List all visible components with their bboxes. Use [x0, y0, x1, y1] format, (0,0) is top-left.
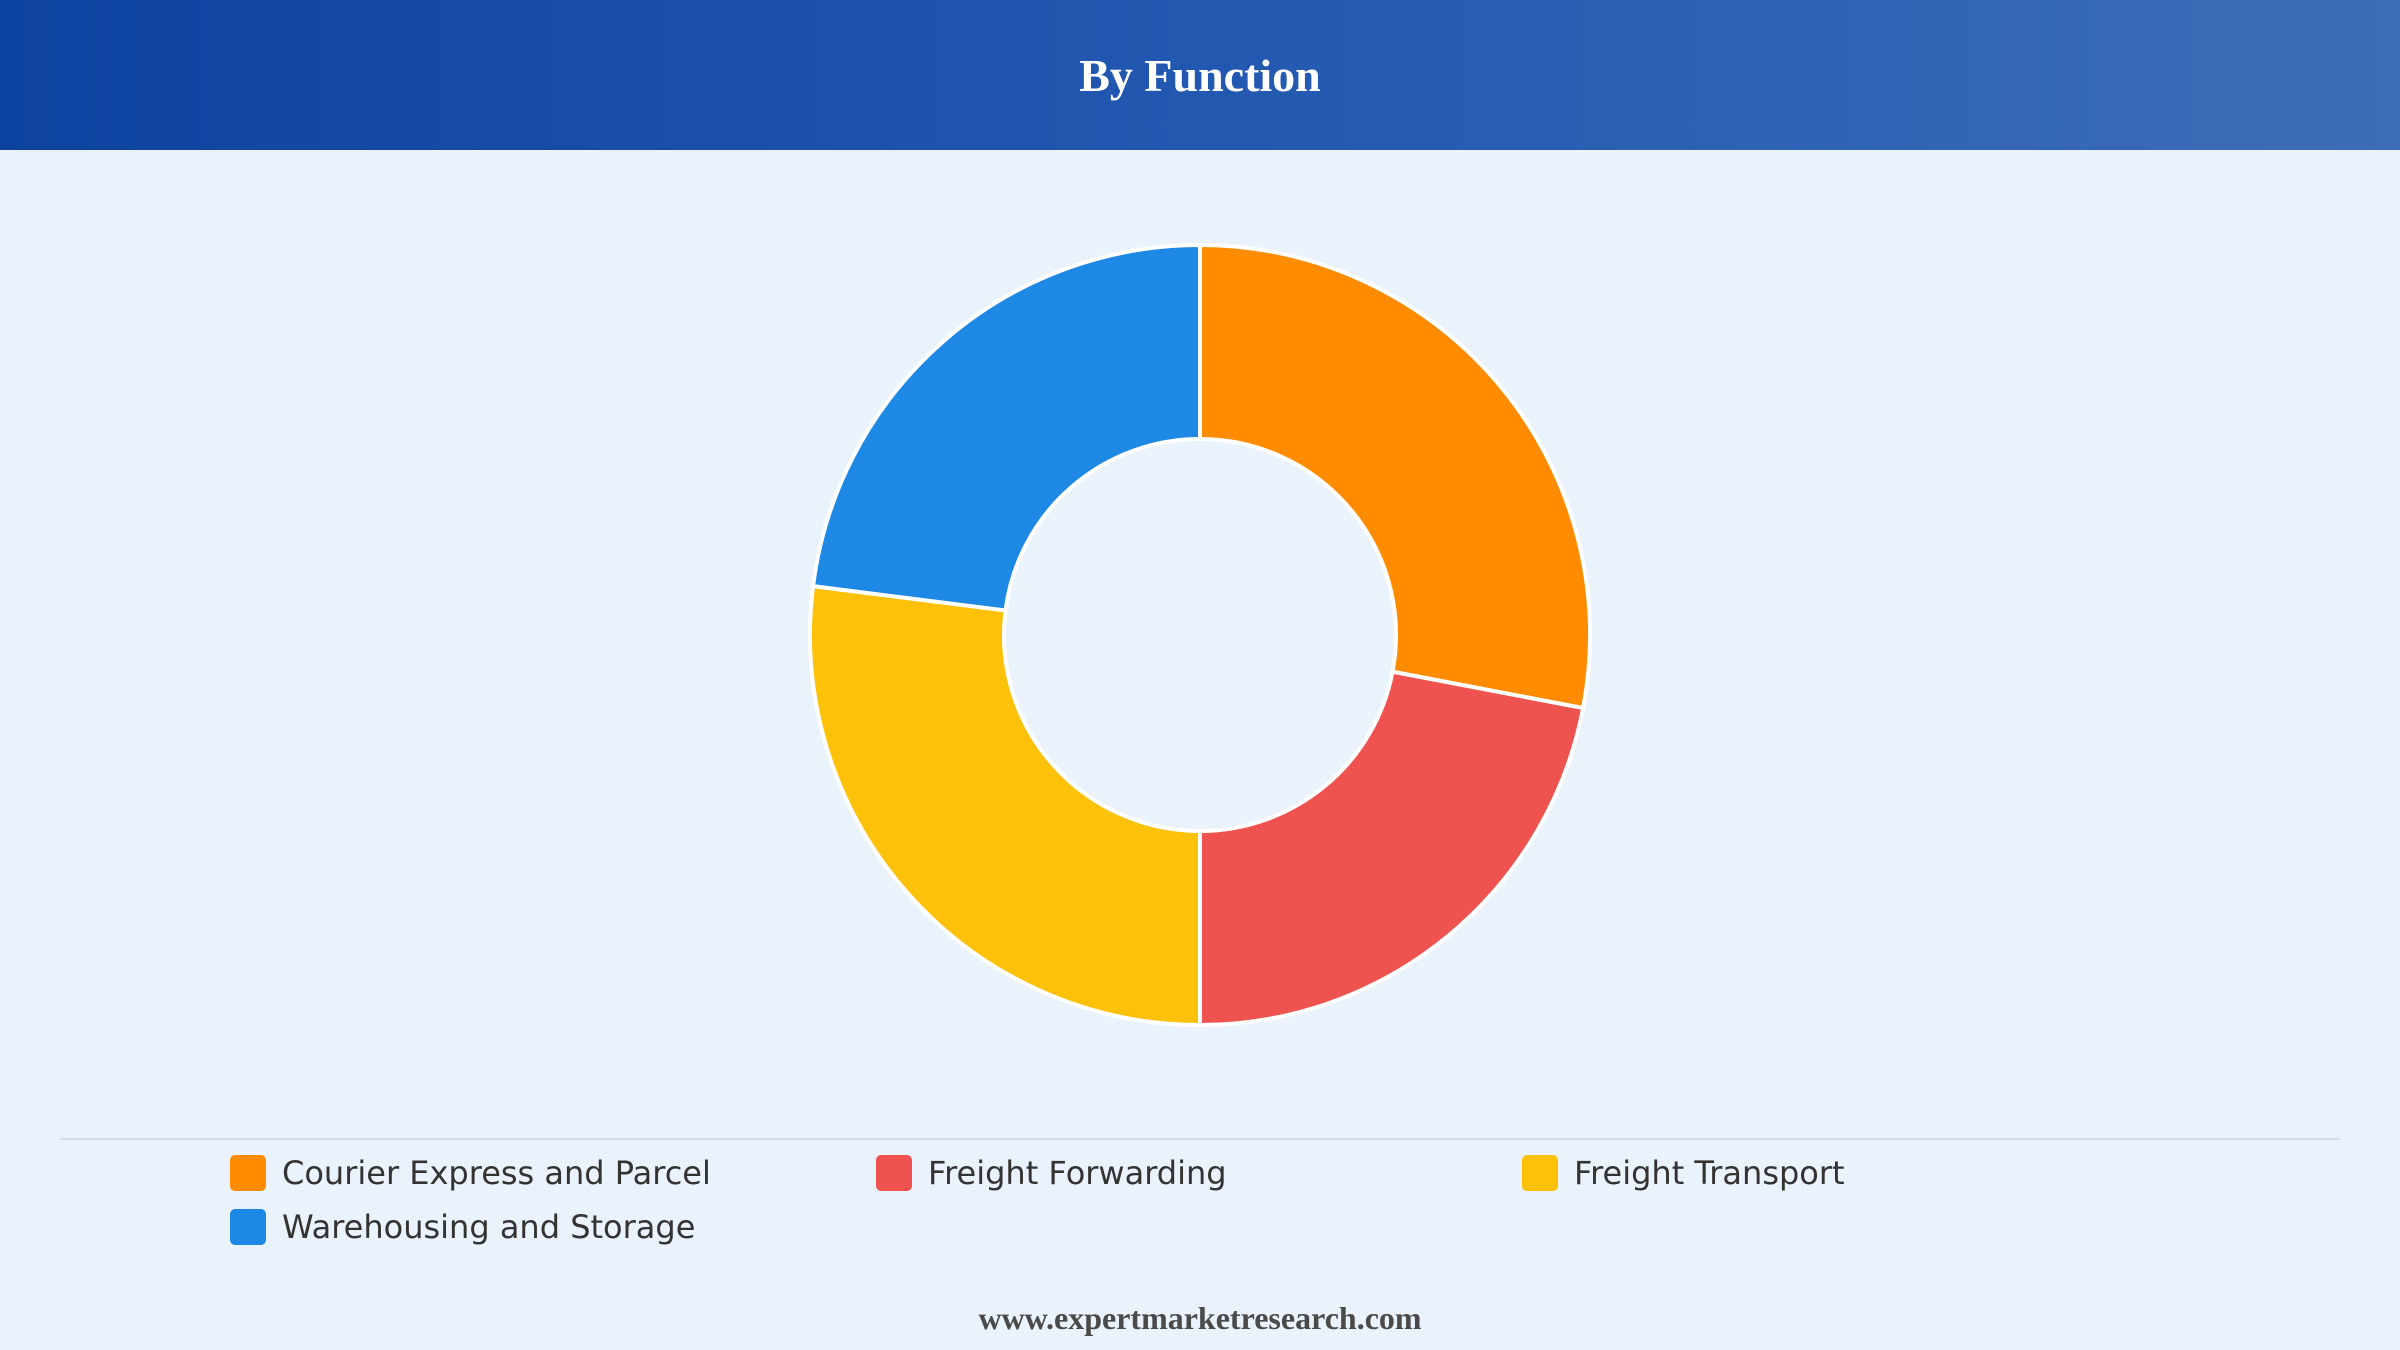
donut-slice-freight-transport[interactable] [808, 583, 1202, 1028]
legend: Courier Express and Parcel Freight Forwa… [230, 1154, 2180, 1246]
legend-divider [60, 1138, 2340, 1140]
donut-slice-warehousing-and-storage[interactable] [810, 242, 1202, 613]
donut-chart [808, 242, 1592, 1028]
legend-label: Freight Transport [1574, 1154, 1845, 1192]
legend-item[interactable]: Freight Forwarding [876, 1154, 1522, 1192]
legend-swatch [1522, 1155, 1558, 1191]
legend-label: Freight Forwarding [928, 1154, 1227, 1192]
legend-item[interactable]: Courier Express and Parcel [230, 1154, 876, 1192]
chart-area [0, 150, 2400, 1140]
legend-label: Courier Express and Parcel [282, 1154, 711, 1192]
legend-swatch [876, 1155, 912, 1191]
legend-swatch [230, 1209, 266, 1245]
legend-swatch [230, 1155, 266, 1191]
chart-header: By Function [0, 0, 2400, 150]
donut-slice-courier-express-and-parcel[interactable] [1198, 242, 1592, 711]
legend-item[interactable]: Freight Transport [1522, 1154, 2168, 1192]
legend-label: Warehousing and Storage [282, 1208, 696, 1246]
source-footer: www.expertmarketresearch.com [978, 1300, 1422, 1336]
legend-item[interactable]: Warehousing and Storage [230, 1208, 876, 1246]
donut-slice-freight-forwarding[interactable] [1198, 669, 1586, 1028]
chart-title: By Function [1079, 49, 1321, 101]
